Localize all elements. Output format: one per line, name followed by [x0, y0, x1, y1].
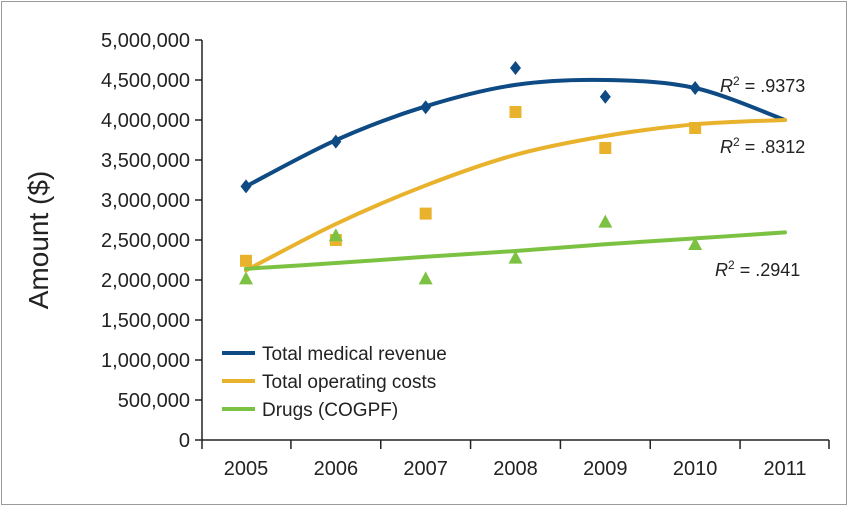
y-tick-label: 0: [179, 430, 190, 452]
data-point: [330, 134, 342, 149]
x-tick-label: 2010: [673, 458, 718, 480]
y-tick-label: 2,000,000: [101, 270, 190, 292]
data-point: [599, 142, 612, 154]
data-point: [689, 81, 701, 95]
y-axis-title: Amount ($): [23, 171, 54, 310]
data-point: [419, 207, 432, 220]
y-tick-label: 2,500,000: [101, 230, 190, 252]
data-point: [509, 106, 522, 118]
y-tick-label: 3,500,000: [101, 150, 190, 172]
y-tick-label: 3,000,000: [101, 190, 190, 212]
data-point: [508, 250, 523, 264]
x-tick-label: 2011: [763, 458, 806, 480]
x-tick-label: 2006: [314, 458, 359, 480]
data-point: [420, 100, 432, 115]
trend-line: [244, 77, 787, 189]
x-tick-label: 2009: [583, 458, 628, 480]
legend-label: Drugs (COGPF): [262, 400, 398, 421]
r2-label: R2 = .9373: [720, 74, 805, 96]
data-point: [239, 271, 253, 285]
r2-label: R2 = .2941: [715, 258, 800, 280]
x-tick-label: 2008: [493, 458, 538, 480]
x-tick-label: 2005: [224, 458, 269, 480]
data-point: [240, 254, 252, 267]
y-tick-label: 1,500,000: [101, 310, 190, 332]
y-tick-label: 4,000,000: [101, 110, 190, 132]
data-point: [688, 237, 703, 250]
y-tick-label: 5,000,000: [101, 30, 190, 52]
data-point: [240, 179, 252, 194]
data-point: [418, 271, 433, 285]
y-tick-label: 500,000: [118, 390, 190, 412]
data-point: [328, 228, 343, 242]
y-tick-label: 1,000,000: [101, 350, 190, 372]
data-point: [689, 122, 702, 134]
y-tick-label: 4,500,000: [101, 70, 190, 92]
data-point: [598, 214, 613, 228]
x-tick-label: 2007: [403, 458, 448, 480]
r2-label: R2 = .8312: [720, 135, 805, 157]
data-point: [509, 61, 521, 75]
data-point: [599, 89, 611, 104]
legend-label: Total medical revenue: [262, 344, 447, 365]
legend-label: Total operating costs: [262, 372, 436, 393]
